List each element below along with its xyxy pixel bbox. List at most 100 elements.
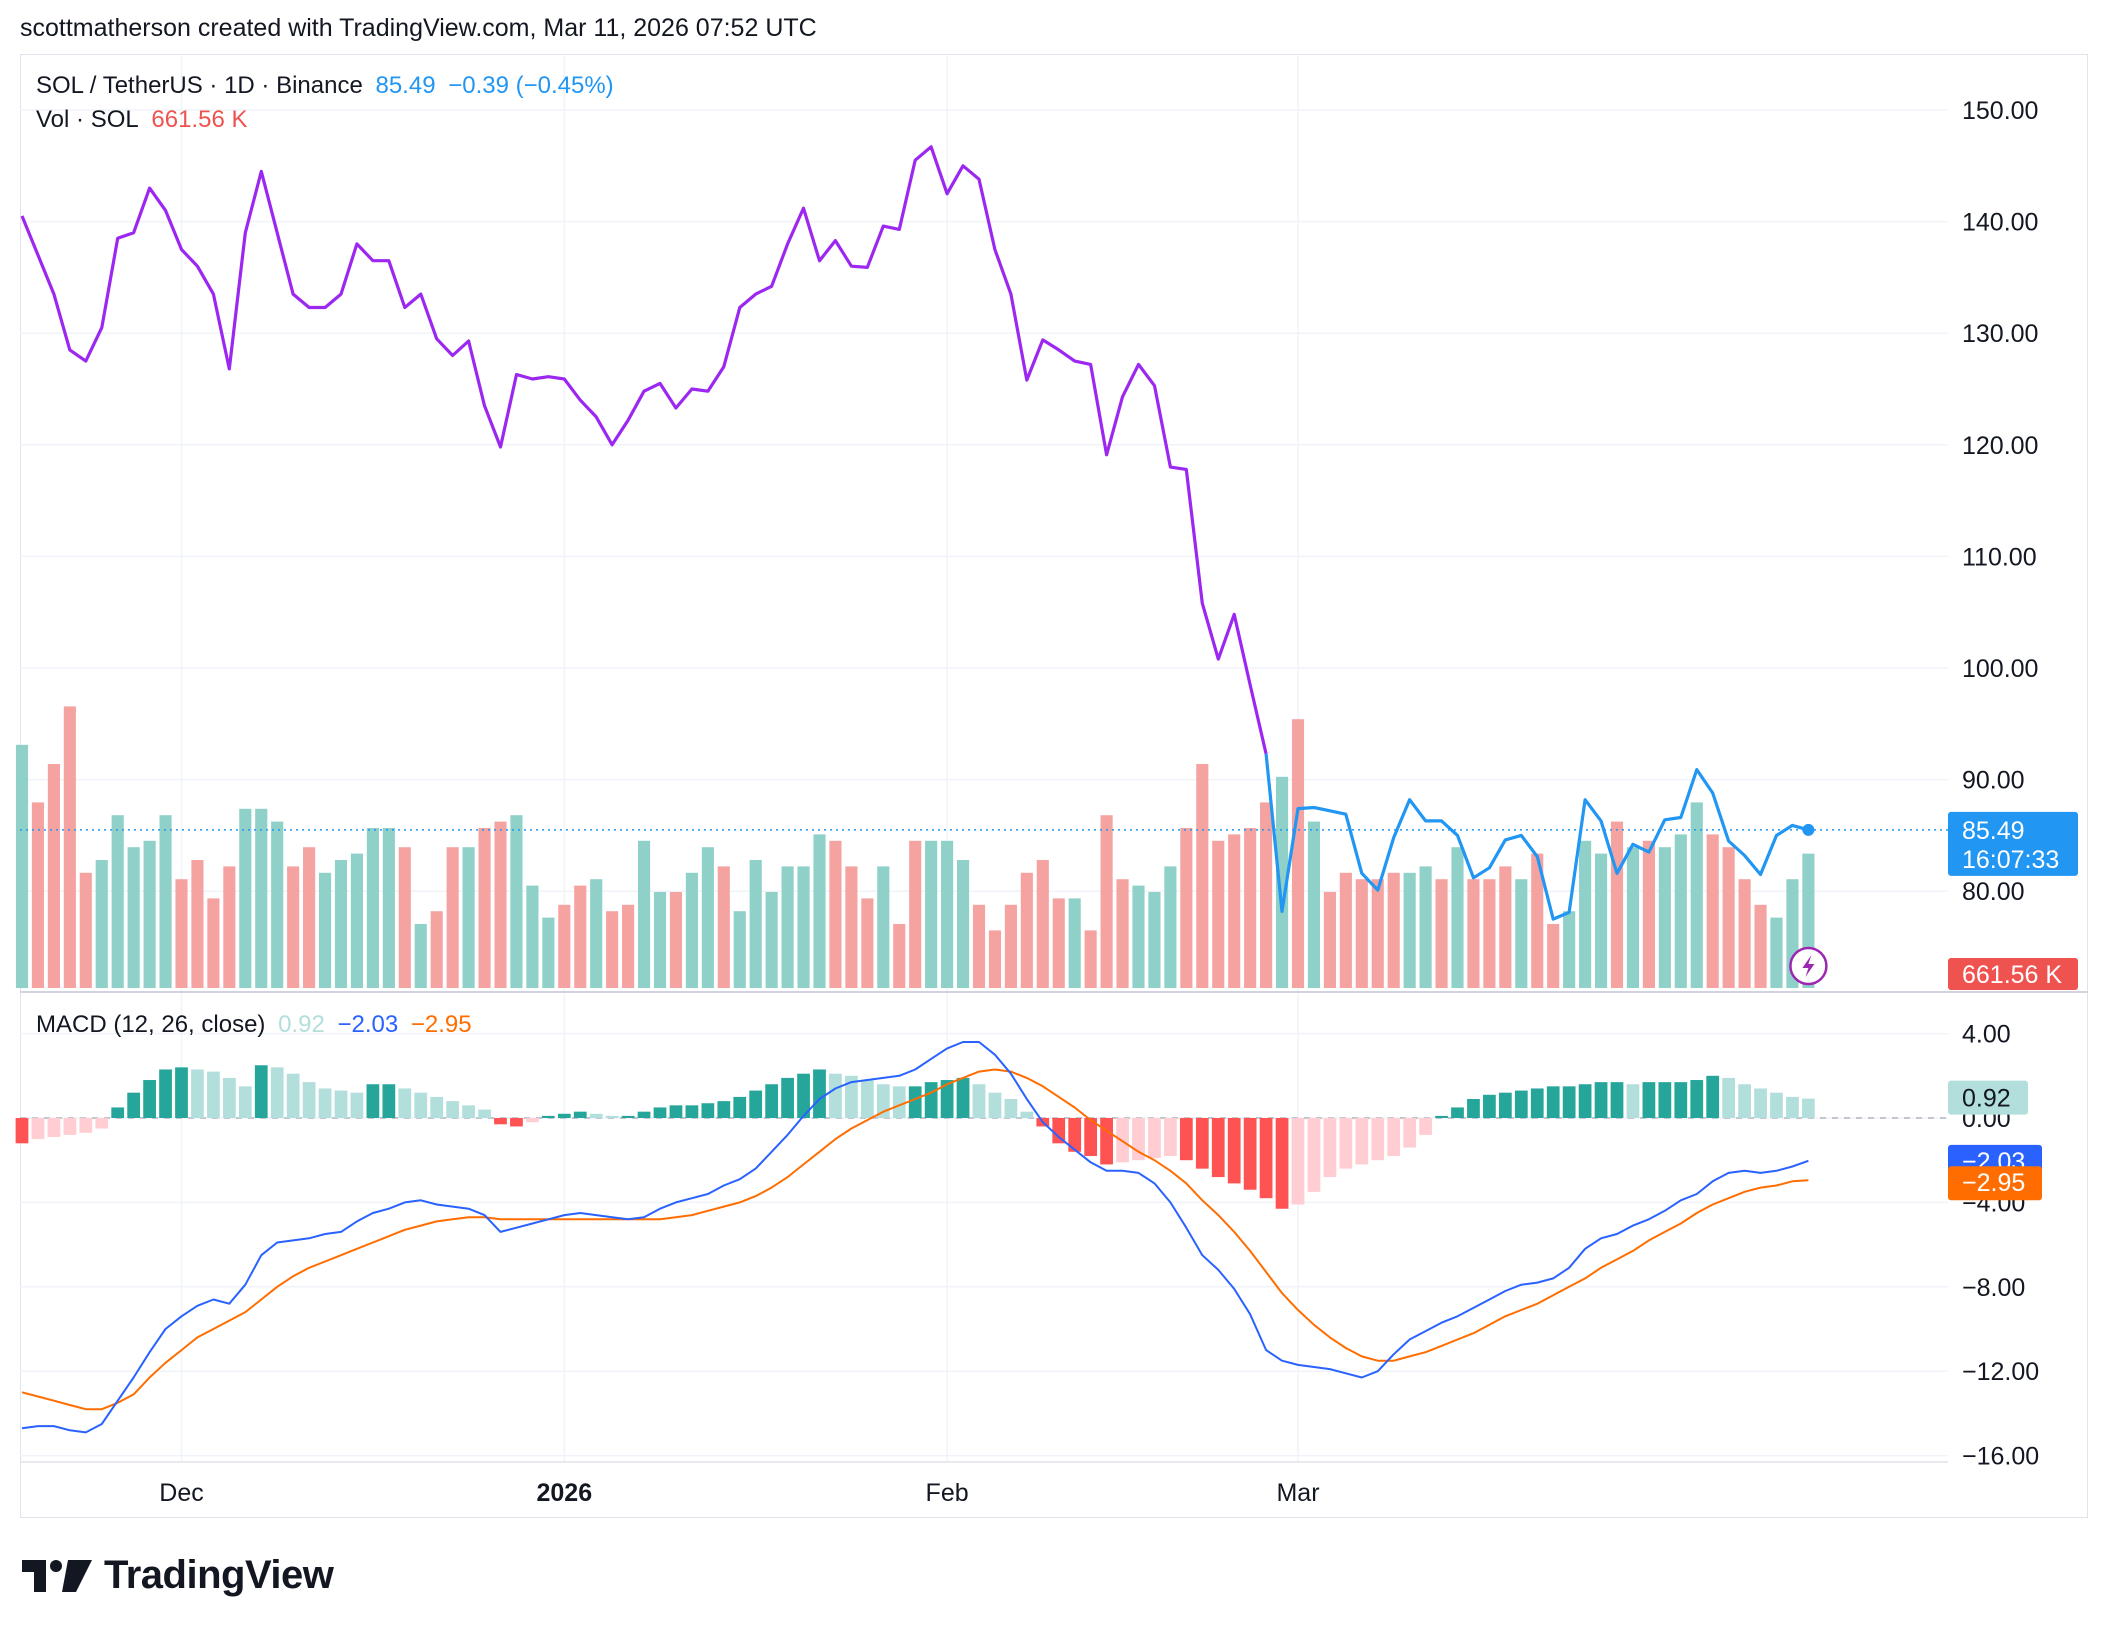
volume-bar bbox=[1212, 840, 1225, 988]
volume-bar bbox=[31, 802, 45, 988]
tradingview-logo-text: TradingView bbox=[104, 1553, 334, 1597]
price-legend: SOL / TetherUS · 1D · Binance 85.49 −0.3… bbox=[36, 72, 620, 100]
volume-badge bbox=[1948, 958, 2078, 990]
macd-histogram-bar bbox=[1483, 1094, 1496, 1118]
macd-histogram-bar bbox=[1738, 1084, 1751, 1118]
countdown-text: 16:07:33 bbox=[1962, 846, 2059, 874]
volume-bar bbox=[494, 821, 507, 988]
volume-bar bbox=[334, 860, 348, 988]
volume-bar bbox=[542, 917, 555, 988]
volume-bar bbox=[1004, 904, 1017, 988]
macd-legend: MACD (12, 26, close) 0.92 −2.03 −2.95 bbox=[36, 1011, 478, 1039]
macd-histogram-bar bbox=[924, 1082, 938, 1118]
macd-label[interactable]: MACD (12, 26, close) bbox=[36, 1011, 266, 1038]
volume-bar bbox=[988, 930, 1002, 988]
volume-bar bbox=[749, 860, 762, 988]
volume-bar bbox=[223, 866, 236, 988]
macd-histogram-bar bbox=[334, 1090, 348, 1118]
macd-histogram-bar bbox=[1403, 1118, 1417, 1148]
tradingview-logo-icon bbox=[22, 1559, 92, 1592]
chart-canvas[interactable]: 150.00 140.00 130.00 120.00 110.00 100.00 90.0… bbox=[0, 0, 2108, 1530]
macd-histogram-bar bbox=[1211, 1118, 1225, 1178]
volume-label[interactable]: Vol · SOL bbox=[36, 106, 139, 133]
macd-histogram-bar bbox=[95, 1118, 109, 1129]
volume-bar bbox=[1674, 834, 1687, 988]
macd-histogram-bar bbox=[270, 1067, 284, 1118]
macd-histogram-bar bbox=[1786, 1096, 1799, 1118]
volume-bar bbox=[1387, 872, 1400, 988]
volume-bar bbox=[462, 847, 475, 988]
macd-histogram-bar bbox=[254, 1065, 268, 1118]
volume-bar bbox=[1499, 866, 1512, 988]
volume-bar bbox=[685, 872, 698, 988]
macd-histogram-bar bbox=[1626, 1084, 1640, 1118]
last-price: 85.49 bbox=[375, 72, 436, 99]
volume-bar bbox=[909, 840, 922, 988]
volume-bar bbox=[829, 840, 842, 988]
volume-bar bbox=[526, 885, 539, 988]
time-tick-label: Mar bbox=[1276, 1479, 1319, 1507]
symbol-label[interactable]: SOL / TetherUS · 1D · Binance bbox=[36, 72, 363, 99]
macd-histogram-bar bbox=[717, 1101, 731, 1118]
volume-bar bbox=[733, 911, 746, 988]
volume-badge-text: 661.56 K bbox=[1962, 961, 2062, 989]
volume-bar bbox=[1467, 879, 1480, 988]
volume-bar bbox=[877, 866, 890, 988]
price-tick-label: 90.00 bbox=[1962, 767, 2025, 795]
volume-bar bbox=[606, 911, 619, 988]
macd-histogram-bar bbox=[1706, 1075, 1720, 1118]
tradingview-logo[interactable]: TradingView bbox=[22, 1553, 334, 1598]
volume-bar bbox=[1435, 879, 1448, 988]
macd-histogram-bar bbox=[1355, 1118, 1369, 1165]
macd-histogram-bar bbox=[478, 1109, 491, 1118]
macd-histogram-bar bbox=[829, 1073, 842, 1118]
volume-bar bbox=[1403, 872, 1416, 988]
volume-bar bbox=[845, 866, 858, 988]
macd-histogram-bar bbox=[1148, 1118, 1161, 1159]
macd-histogram-bar bbox=[462, 1105, 475, 1118]
volume-bar bbox=[861, 898, 874, 988]
macd-histogram-bar bbox=[669, 1105, 683, 1118]
macd-histogram-bar bbox=[366, 1084, 380, 1118]
macd-histogram-bar bbox=[159, 1069, 172, 1118]
volume-bar bbox=[797, 866, 810, 988]
volume-bar bbox=[1642, 840, 1655, 988]
volume-bar bbox=[111, 815, 124, 988]
macd-histogram-bar bbox=[1227, 1118, 1241, 1184]
macd-histogram-bar bbox=[1323, 1118, 1337, 1178]
volume-bar bbox=[1483, 879, 1496, 988]
volume-bar bbox=[127, 847, 140, 988]
volume-bar bbox=[1148, 892, 1161, 988]
last-price-badge bbox=[1948, 811, 2078, 876]
macd-histogram-bar bbox=[1562, 1086, 1576, 1118]
macd-histogram-bar bbox=[1100, 1118, 1113, 1165]
volume-bar bbox=[972, 904, 986, 988]
volume-bar bbox=[1563, 911, 1576, 988]
volume-bar bbox=[1196, 764, 1209, 988]
macd-tick-label: −16.00 bbox=[1962, 1443, 2039, 1471]
macd-tick-label: −8.00 bbox=[1962, 1274, 2025, 1302]
macd-histogram-bar bbox=[510, 1118, 523, 1127]
last-price-badge-text: 85.49 bbox=[1962, 817, 2025, 845]
volume-bar bbox=[1164, 866, 1177, 988]
volume-bar bbox=[382, 828, 395, 988]
macd-histogram-bar bbox=[1020, 1111, 1034, 1118]
macd-histogram-bar bbox=[653, 1107, 667, 1118]
macd-histogram-bar bbox=[1610, 1082, 1624, 1118]
volume-bar bbox=[255, 808, 268, 988]
macd-histogram-bar bbox=[589, 1113, 603, 1118]
macd-histogram-bar bbox=[318, 1088, 332, 1118]
volume-bar bbox=[318, 872, 332, 988]
macd-histogram-bar bbox=[1578, 1084, 1592, 1118]
volume-bar bbox=[1084, 930, 1097, 988]
macd-histogram-bar bbox=[765, 1084, 779, 1118]
macd-histogram-bar bbox=[286, 1073, 300, 1118]
volume-bar bbox=[1339, 872, 1352, 988]
volume-bar bbox=[622, 904, 635, 988]
macd-histogram-bar bbox=[1451, 1107, 1464, 1118]
volume-bar bbox=[1036, 860, 1049, 988]
macd-histogram-bar bbox=[414, 1092, 428, 1118]
volume-bar bbox=[1180, 828, 1193, 988]
macd-histogram-bar bbox=[15, 1118, 29, 1144]
volume-bar bbox=[558, 904, 571, 988]
